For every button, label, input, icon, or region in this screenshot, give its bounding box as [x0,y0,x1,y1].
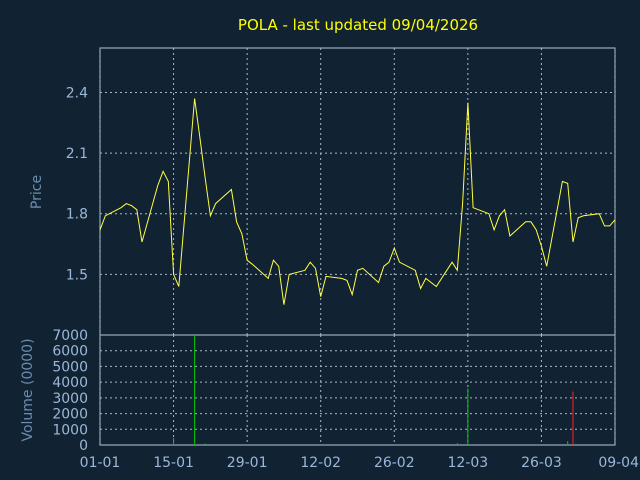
price-grid [99,48,616,335]
price-y-tick-label: 2.4 [66,85,88,101]
volume-y-tick-label: 1000 [52,422,88,438]
volume-y-tick-label: 0 [79,438,88,454]
x-tick-label: 09-04 [598,455,639,471]
chart-title: POLA - last updated 09/04/2026 [238,16,478,34]
volume-y-tick-label: 5000 [52,359,88,375]
x-tick-label: 29-01 [227,455,268,471]
volume-y-tick-label: 2000 [52,407,88,423]
x-tick-label: 26-02 [374,455,415,471]
x-tick-label: 15-01 [153,455,194,471]
price-y-tick-label: 1.5 [66,267,88,283]
volume-y-tick-label: 7000 [52,328,88,344]
price-y-ticks: 1.5 1.8 2.1 2.4 [66,85,88,283]
x-tick-label: 01-01 [80,455,121,471]
volume-y-tick-label: 6000 [52,344,88,360]
price-y-tick-label: 1.8 [66,207,88,223]
x-tick-label: 26-03 [521,455,562,471]
volume-bars [173,335,574,445]
volume-axis-label: Volume (0000) [20,338,36,441]
volume-plot-frame [99,334,616,446]
price-line [99,98,616,305]
x-axis-ticks: 01-01 15-01 29-01 12-02 26-02 12-03 26-03 09-04 [80,455,639,471]
price-plot-frame [99,47,616,336]
x-tick-label: 12-03 [448,455,489,471]
price-panel: 1.5 1.8 2.1 2.4 Price [29,47,616,336]
price-y-tick-label: 2.1 [66,146,88,162]
volume-y-tick-label: 3000 [52,391,88,407]
x-tick-label: 12-02 [300,455,341,471]
volume-y-tick-label: 4000 [52,375,88,391]
price-axis-label: Price [29,175,45,209]
volume-grid [99,335,616,445]
